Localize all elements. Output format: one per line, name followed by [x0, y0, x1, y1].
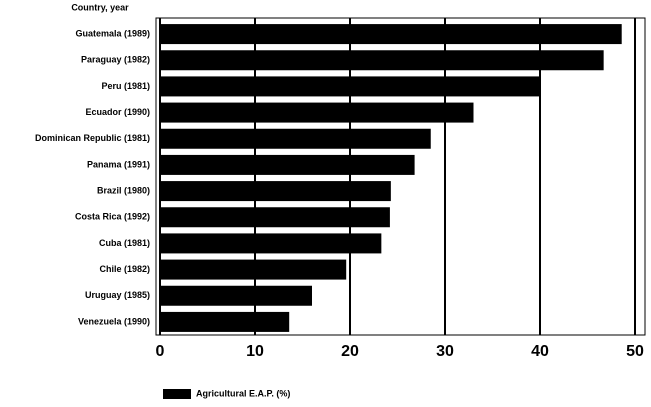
x-tick-label: 10 [246, 343, 264, 360]
y-tick-label: Paraguay (1982) [81, 55, 150, 65]
x-tick-label: 0 [156, 343, 165, 360]
bar [160, 76, 540, 97]
y-tick-label: Costa Rica (1992) [75, 212, 150, 222]
y-tick-label: Cuba (1981) [99, 238, 150, 248]
legend-swatch [163, 389, 191, 399]
plot-frame [155, 17, 646, 336]
x-tick-label: 30 [436, 343, 454, 360]
y-tick-label: Venezuela (1990) [78, 316, 150, 326]
bar [160, 154, 415, 175]
y-tick-label: Chile (1982) [99, 264, 150, 274]
bar [160, 259, 347, 280]
y-tick-label: Brazil (1980) [97, 185, 150, 195]
bar [160, 311, 290, 332]
y-tick-label: Guatemala (1989) [75, 28, 150, 38]
bar [160, 285, 312, 306]
axis-title: Country, year [71, 2, 129, 12]
y-tick-label: Dominican Republic (1981) [35, 133, 150, 143]
y-tick-label: Uruguay (1985) [85, 290, 150, 300]
x-tick-label: 20 [341, 343, 359, 360]
y-tick-label: Ecuador (1990) [85, 107, 150, 117]
y-tick-label: Peru (1981) [101, 81, 150, 91]
bar [160, 207, 390, 228]
bar [160, 233, 382, 254]
x-tick-label: 40 [531, 343, 549, 360]
x-tick-label: 50 [626, 343, 644, 360]
bar [160, 102, 474, 123]
bar [160, 181, 391, 202]
bar [160, 24, 622, 45]
y-tick-label: Panama (1991) [87, 159, 150, 169]
bar [160, 50, 604, 71]
legend-label: Agricultural E.A.P. (%) [196, 388, 290, 398]
bar [160, 128, 431, 149]
